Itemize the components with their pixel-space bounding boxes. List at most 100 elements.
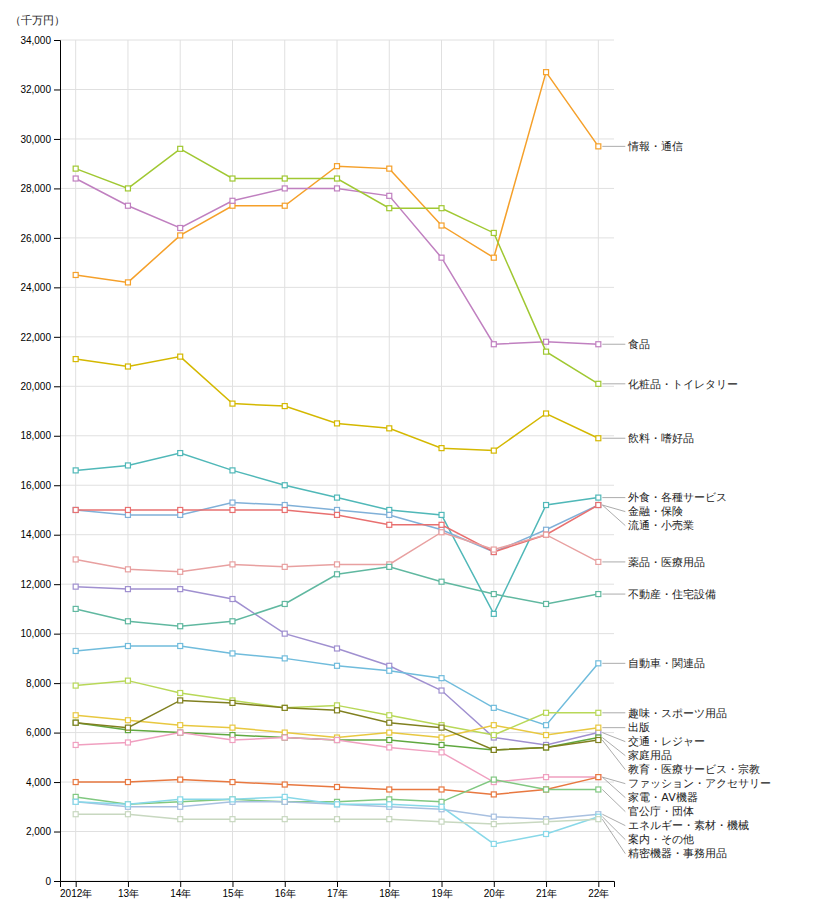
marker [491,733,496,738]
tick-label: 28,000 [20,183,51,194]
y-tick: 16,000 [20,480,60,491]
tick-mark [337,881,338,887]
marker [125,512,130,517]
marker [282,735,287,740]
marker [491,841,496,846]
x-tick: 21年 [536,881,557,899]
marker [544,503,549,508]
series [73,451,601,617]
x-tick: 13年 [118,881,139,899]
connector [602,383,625,384]
line [76,505,599,552]
tick-label: 17年 [327,888,348,899]
marker [178,698,183,703]
tick-label: 32,000 [20,84,51,95]
marker [73,713,78,718]
marker [491,448,496,453]
series [73,794,601,846]
series-label: 趣味・スポーツ用品 [628,707,727,720]
marker [596,775,601,780]
grid-line [232,40,233,881]
marker [282,176,287,181]
series [73,146,601,386]
connector [602,727,625,728]
line [76,72,599,282]
marker [282,631,287,636]
tick-label: 12,000 [20,579,51,590]
marker [282,483,287,488]
marker [282,799,287,804]
marker [491,792,496,797]
marker [596,381,601,386]
line [76,357,599,451]
marker [230,619,235,624]
marker [491,723,496,728]
tick-label: 24,000 [20,282,51,293]
marker [439,688,444,693]
marker [125,802,130,807]
tick-label: 21年 [536,888,557,899]
marker [387,193,392,198]
tick-mark [54,634,60,635]
marker [439,512,444,517]
axis-domain [61,882,615,888]
marker [335,738,340,743]
connector [602,146,625,147]
marker [439,530,444,535]
marker [596,725,601,730]
y-tick: 30,000 [20,134,60,145]
marker [439,676,444,681]
marker [230,500,235,505]
marker [439,804,444,809]
line [76,715,599,737]
series-label: 交通・レジャー [628,735,705,748]
marker [335,785,340,790]
marker [387,817,392,822]
y-tick: 4,000 [26,777,60,788]
tick-mark [54,139,60,140]
marker [125,567,130,572]
marker [125,780,130,785]
x-tick: 20年 [484,881,505,899]
marker [73,799,78,804]
marker [282,705,287,710]
marker [73,812,78,817]
connector [602,777,625,798]
series [73,713,601,740]
x-axis: 2012年13年14年15年16年17年18年19年20年21年22年 [60,881,614,899]
y-tick: 8,000 [26,678,60,689]
marker [491,747,496,752]
tick-mark [54,535,60,536]
end-labels: 情報・通信食品化粧品・トイレタリー飲料・嗜好品外食・各種サービス金融・保険流通・… [602,140,771,860]
marker [282,782,287,787]
marker [335,176,340,181]
marker [544,710,549,715]
marker [387,522,392,527]
series [73,530,601,575]
marker [439,579,444,584]
marker [335,562,340,567]
series-label: 不動産・住宅設備 [628,588,716,601]
marker [230,507,235,512]
marker [544,733,549,738]
y-tick: 28,000 [20,183,60,194]
marker [282,735,287,740]
x-tick: 2012年 [60,881,92,899]
marker [387,663,392,668]
y-tick: 34,000 [20,35,60,46]
connector [602,738,625,756]
marker [125,280,130,285]
tick-label: 20年 [484,888,505,899]
series-label: 外食・各種サービス [628,491,727,504]
tick-mark [180,881,181,887]
line [76,503,599,552]
marker [125,740,130,745]
series-group [73,70,601,847]
y-axis: 02,0004,0006,0008,00010,00012,00014,0001… [20,35,60,887]
series [73,70,601,285]
marker [335,186,340,191]
series [73,564,601,628]
marker [178,233,183,238]
marker [335,708,340,713]
marker [178,451,183,456]
